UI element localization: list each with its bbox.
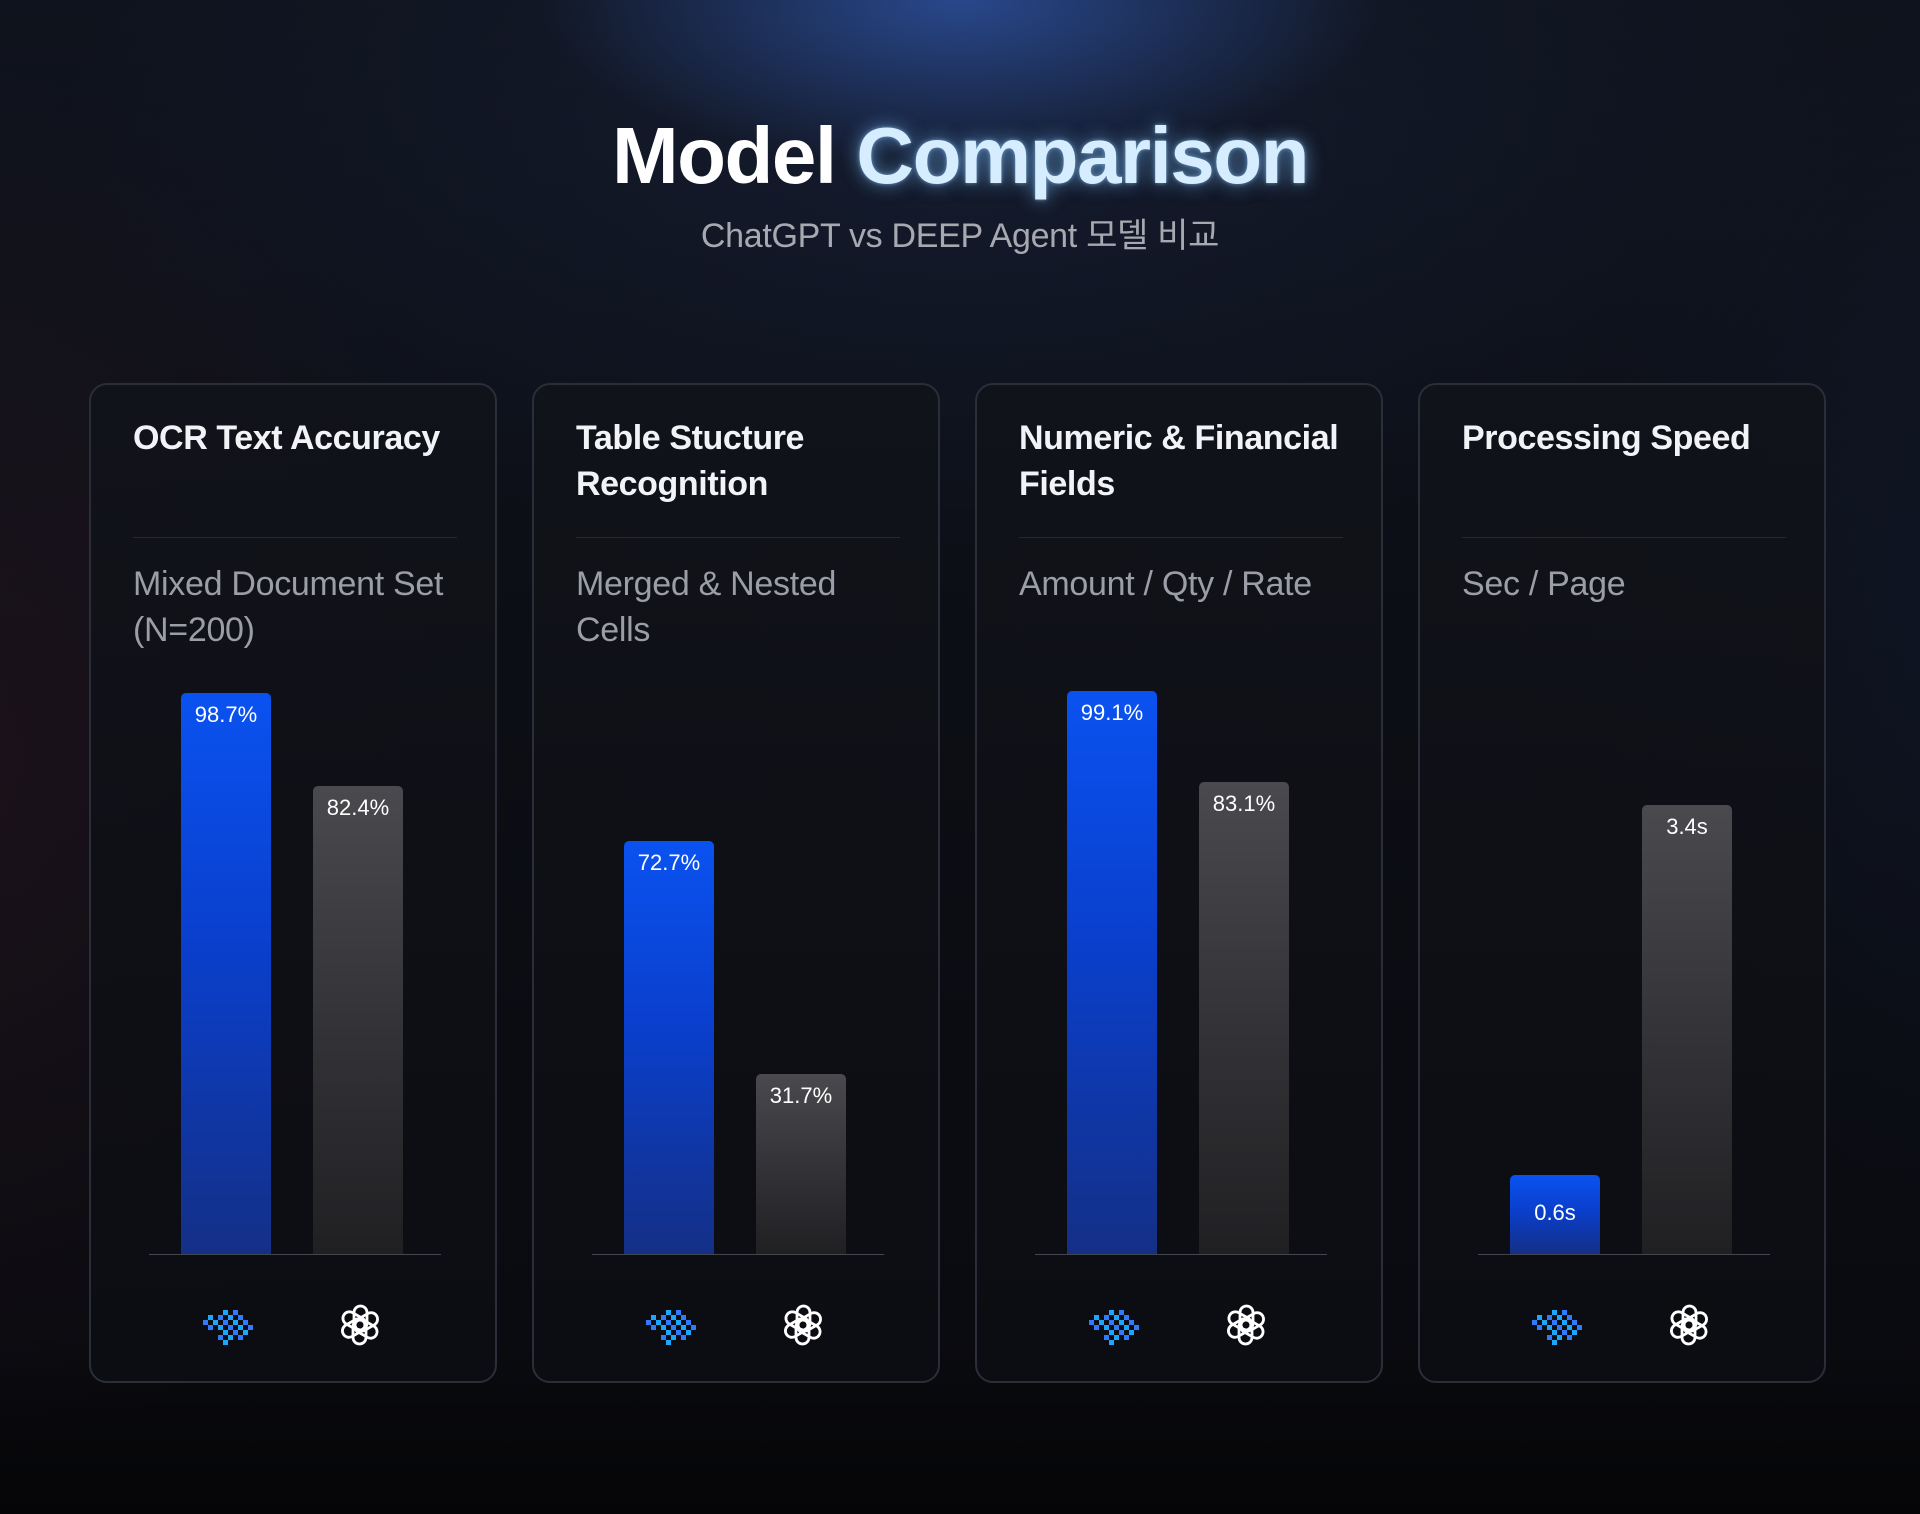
plot-area: 0.6s 3.4s xyxy=(1478,685,1770,1255)
chart-card-ocr-accuracy: OCR Text Accuracy Mixed Document Set (N=… xyxy=(89,383,497,1383)
chart-title: Processing Speed xyxy=(1462,419,1751,457)
page-subtitle: ChatGPT vs DEEP Agent 모델 비교 xyxy=(700,217,1220,255)
title-part-1: Model xyxy=(611,111,837,200)
deep-agent-bar: 0.6s xyxy=(1510,1175,1600,1254)
deep-agent-bar: 99.1% xyxy=(1067,691,1157,1254)
page-title: Model Comparison xyxy=(0,108,1920,204)
chart-subtitle: Mixed Document Set (N=200) xyxy=(133,565,444,649)
deep-agent-logo-icon xyxy=(1532,1300,1582,1350)
x-axis-baseline xyxy=(592,1254,884,1255)
card-divider xyxy=(576,537,900,538)
chart-subtitle: Merged & Nested Cells xyxy=(576,565,837,649)
chart-title: Numeric & Financial Fields xyxy=(1019,419,1339,503)
bar-value-label: 31.7% xyxy=(769,1083,833,1108)
deep-agent-logo-icon xyxy=(203,1300,253,1350)
bar-value-label: 0.6s xyxy=(1534,1200,1576,1225)
x-axis-baseline xyxy=(1478,1254,1770,1255)
x-axis-baseline xyxy=(149,1254,441,1255)
chatgpt-bar: 31.7% xyxy=(756,1074,846,1254)
bar-value-label: 99.1% xyxy=(1080,700,1144,725)
chart-title: OCR Text Accuracy xyxy=(133,419,440,457)
chatgpt-logo-icon xyxy=(778,1300,828,1350)
chatgpt-logo-icon xyxy=(1221,1300,1271,1350)
chart-card-table-structure: Table Stucture Recognition Merged & Nest… xyxy=(532,383,940,1383)
deep-agent-logo-icon xyxy=(646,1300,696,1350)
bar-value-label: 3.4s xyxy=(1666,814,1708,839)
title-part-2: Comparison xyxy=(856,111,1309,200)
chatgpt-bar: 82.4% xyxy=(313,786,403,1254)
chart-card-numeric-financial: Numeric & Financial Fields Amount / Qty … xyxy=(975,383,1383,1383)
chatgpt-logo-icon xyxy=(335,1300,385,1350)
bar-value-label: 72.7% xyxy=(637,850,701,875)
deep-agent-bar: 98.7% xyxy=(181,693,271,1254)
chart-card-processing-speed: Processing Speed Sec / Page 0.6s 3.4s xyxy=(1418,383,1826,1383)
deep-agent-logo-icon xyxy=(1089,1300,1139,1350)
chart-title: Table Stucture Recognition xyxy=(576,419,805,503)
card-divider xyxy=(1019,537,1343,538)
plot-area: 99.1% 83.1% xyxy=(1035,685,1327,1255)
chatgpt-bar: 83.1% xyxy=(1199,782,1289,1254)
bar-value-label: 83.1% xyxy=(1212,791,1276,816)
card-divider xyxy=(1462,537,1786,538)
plot-area: 72.7% 31.7% xyxy=(592,685,884,1255)
chart-subtitle: Sec / Page xyxy=(1462,565,1626,603)
plot-area: 98.7% 82.4% xyxy=(149,685,441,1255)
chart-subtitle: Amount / Qty / Rate xyxy=(1019,565,1312,603)
bar-value-label: 82.4% xyxy=(326,795,390,820)
deep-agent-bar: 72.7% xyxy=(624,841,714,1254)
chatgpt-logo-icon xyxy=(1664,1300,1714,1350)
x-axis-baseline xyxy=(1035,1254,1327,1255)
card-divider xyxy=(133,537,457,538)
bar-value-label: 98.7% xyxy=(194,702,258,727)
chatgpt-bar: 3.4s xyxy=(1642,805,1732,1254)
